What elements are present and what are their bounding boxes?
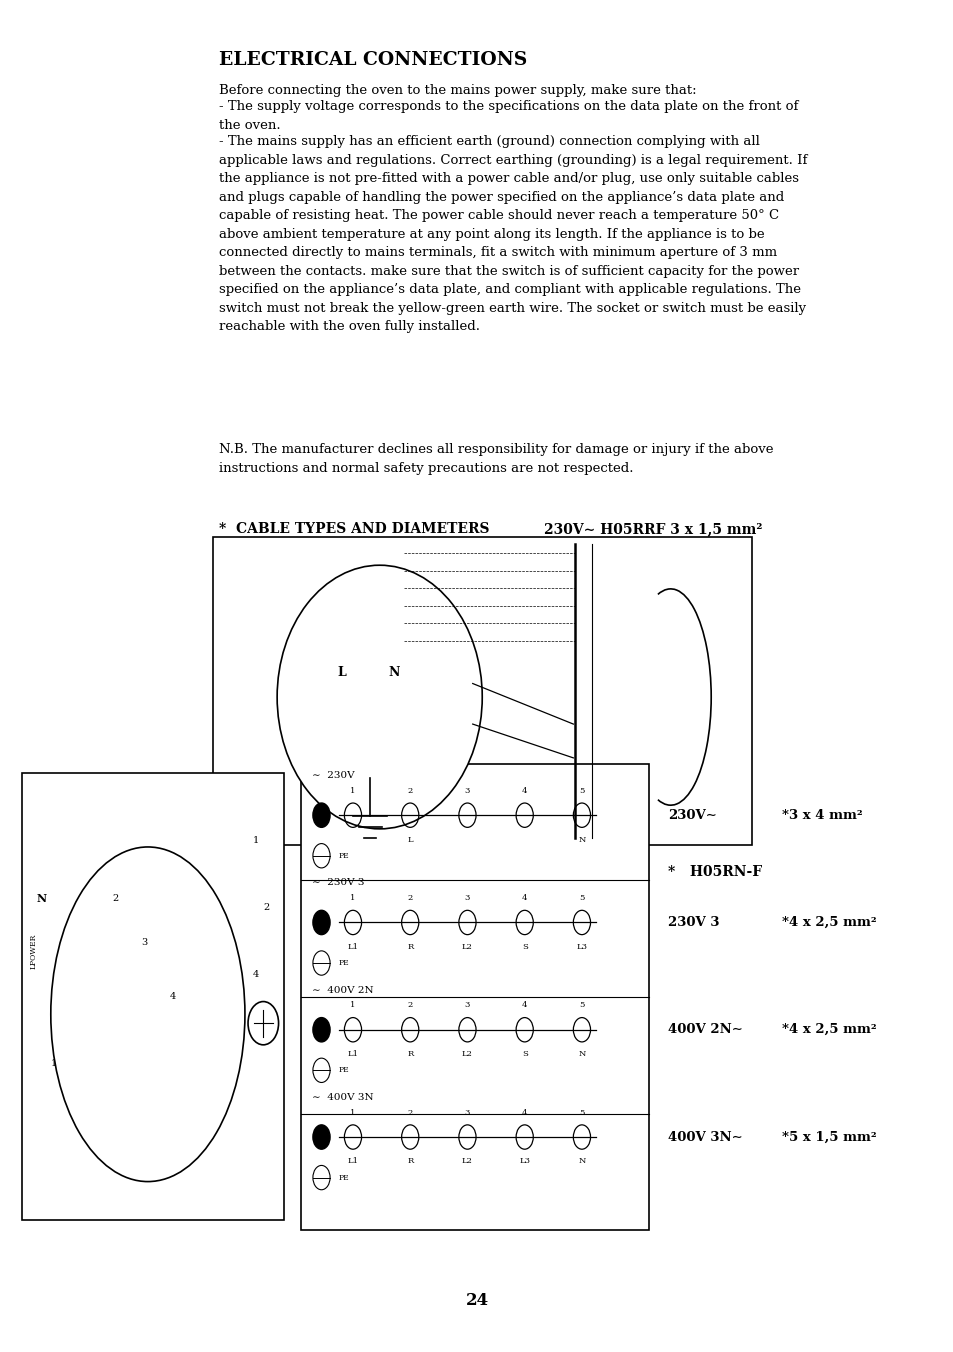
Text: L3: L3 bbox=[518, 1157, 530, 1165]
Text: *3 x 4 mm²: *3 x 4 mm² bbox=[781, 808, 862, 822]
Circle shape bbox=[313, 1125, 330, 1149]
Text: ∼  230V: ∼ 230V bbox=[312, 771, 355, 780]
Text: ELECTRICAL CONNECTIONS: ELECTRICAL CONNECTIONS bbox=[219, 51, 527, 69]
Text: 230V∼ H05RRF 3 x 1,5 mm²: 230V∼ H05RRF 3 x 1,5 mm² bbox=[543, 522, 761, 535]
Text: 24: 24 bbox=[465, 1293, 488, 1309]
Bar bbox=[300, 764, 648, 1230]
Text: 2: 2 bbox=[407, 894, 413, 902]
Text: ∼  400V 2N: ∼ 400V 2N bbox=[312, 986, 374, 995]
Text: 5: 5 bbox=[578, 787, 584, 795]
Text: Before connecting the oven to the mains power supply, make sure that:: Before connecting the oven to the mains … bbox=[219, 84, 697, 97]
Circle shape bbox=[313, 910, 330, 934]
Text: L2: L2 bbox=[461, 1051, 473, 1059]
Text: N: N bbox=[36, 892, 47, 903]
Text: 3: 3 bbox=[464, 894, 470, 902]
Text: S: S bbox=[521, 1051, 527, 1059]
Text: PE: PE bbox=[338, 1174, 349, 1182]
Text: 1: 1 bbox=[350, 894, 355, 902]
Text: PE: PE bbox=[338, 852, 349, 860]
Text: L1: L1 bbox=[347, 1051, 358, 1059]
Text: 1: 1 bbox=[253, 836, 259, 845]
Ellipse shape bbox=[276, 565, 481, 829]
Text: 3: 3 bbox=[464, 1109, 470, 1117]
Text: ∼  230V 3: ∼ 230V 3 bbox=[312, 879, 364, 887]
Text: 4: 4 bbox=[521, 894, 527, 902]
Text: LPOWER: LPOWER bbox=[30, 934, 37, 969]
Text: L1: L1 bbox=[347, 1157, 358, 1165]
Text: R: R bbox=[407, 1157, 413, 1165]
Text: L2: L2 bbox=[461, 1157, 473, 1165]
Text: N: N bbox=[578, 1157, 585, 1165]
Text: *5 x 1,5 mm²: *5 x 1,5 mm² bbox=[781, 1130, 876, 1144]
Text: R: R bbox=[407, 1051, 413, 1059]
Text: 1: 1 bbox=[350, 787, 355, 795]
Text: 400V 3N∼: 400V 3N∼ bbox=[667, 1130, 741, 1144]
Text: PE: PE bbox=[338, 1067, 349, 1075]
Text: 5: 5 bbox=[578, 1002, 584, 1010]
Text: 1: 1 bbox=[350, 1002, 355, 1010]
Text: 2: 2 bbox=[263, 903, 270, 911]
Text: 3: 3 bbox=[141, 938, 148, 948]
Text: 400V 2N∼: 400V 2N∼ bbox=[667, 1023, 741, 1036]
Text: N: N bbox=[388, 667, 399, 679]
Text: 5: 5 bbox=[578, 1109, 584, 1117]
Text: 4: 4 bbox=[521, 1109, 527, 1117]
Bar bbox=[22, 773, 284, 1220]
Text: 4: 4 bbox=[521, 787, 527, 795]
Text: 4: 4 bbox=[170, 992, 176, 1000]
Text: S: S bbox=[521, 942, 527, 950]
Text: L: L bbox=[336, 667, 346, 679]
Bar bbox=[213, 537, 751, 845]
Text: - The supply voltage corresponds to the specifications on the data plate on the : - The supply voltage corresponds to the … bbox=[219, 100, 798, 131]
Text: ∼  400V 3N: ∼ 400V 3N bbox=[312, 1092, 374, 1102]
Ellipse shape bbox=[51, 846, 245, 1182]
Text: 2: 2 bbox=[112, 894, 119, 903]
Text: L3: L3 bbox=[576, 942, 587, 950]
Text: L1: L1 bbox=[347, 942, 358, 950]
Text: 1: 1 bbox=[350, 1109, 355, 1117]
Text: N: N bbox=[578, 1051, 585, 1059]
Text: 2: 2 bbox=[407, 1002, 413, 1010]
Text: 3: 3 bbox=[464, 787, 470, 795]
Text: L2: L2 bbox=[461, 942, 473, 950]
Text: - The mains supply has an efficient earth (ground) connection complying with all: - The mains supply has an efficient eart… bbox=[219, 135, 807, 333]
Text: *  CABLE TYPES AND DIAMETERS: * CABLE TYPES AND DIAMETERS bbox=[219, 522, 490, 535]
Text: L: L bbox=[407, 836, 413, 844]
Text: 1: 1 bbox=[51, 1059, 57, 1068]
Text: N: N bbox=[578, 836, 585, 844]
Text: 4: 4 bbox=[253, 969, 259, 979]
Text: R: R bbox=[407, 942, 413, 950]
Text: PE: PE bbox=[338, 959, 349, 967]
Text: *4 x 2,5 mm²: *4 x 2,5 mm² bbox=[781, 915, 876, 929]
Text: 230V∼: 230V∼ bbox=[667, 808, 716, 822]
Text: *4 x 2,5 mm²: *4 x 2,5 mm² bbox=[781, 1023, 876, 1036]
Text: 2: 2 bbox=[407, 787, 413, 795]
Text: 2: 2 bbox=[407, 1109, 413, 1117]
Text: 230V 3: 230V 3 bbox=[667, 915, 719, 929]
Text: 3: 3 bbox=[464, 1002, 470, 1010]
Text: 5: 5 bbox=[578, 894, 584, 902]
Text: N.B. The manufacturer declines all responsibility for damage or injury if the ab: N.B. The manufacturer declines all respo… bbox=[219, 443, 773, 475]
Text: *   H05RN-F: * H05RN-F bbox=[667, 865, 761, 879]
Circle shape bbox=[313, 803, 330, 827]
Circle shape bbox=[313, 1018, 330, 1042]
Text: 4: 4 bbox=[521, 1002, 527, 1010]
